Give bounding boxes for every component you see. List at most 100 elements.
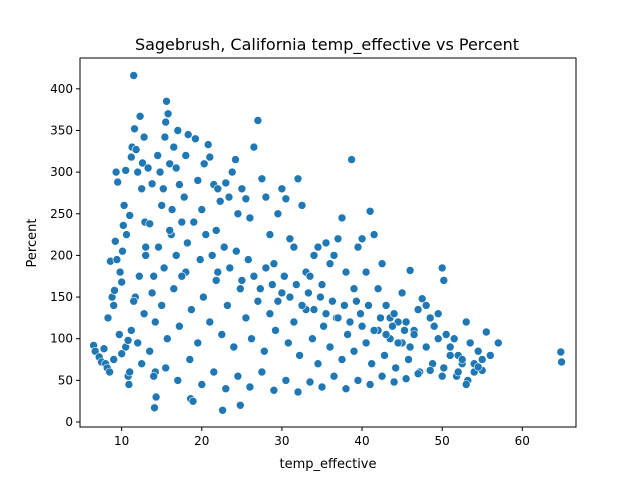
data-point [316,292,325,302]
data-point [257,174,267,184]
data-point [161,117,170,127]
data-point [193,338,203,348]
data-point [341,384,351,394]
data-point [449,334,459,344]
data-point [187,305,196,314]
data-point [173,376,183,385]
data-point [437,263,447,273]
data-point [439,363,449,373]
data-point [149,271,158,281]
data-point [145,346,154,356]
data-point [283,338,293,348]
data-point [115,330,124,339]
data-point [253,296,263,306]
data-point [429,321,439,331]
data-point [333,234,343,244]
data-point [130,124,139,134]
data-point [393,338,403,348]
data-point [357,234,367,244]
data-point [249,271,259,281]
data-point [153,151,162,160]
data-point [417,294,427,304]
data-point [115,267,125,277]
y-tick-label: 200 [50,248,73,262]
data-point [139,132,149,142]
data-point [361,267,371,277]
data-point [343,330,352,339]
data-point [160,132,170,142]
y-tick-label: 300 [50,165,73,179]
data-point [265,230,275,239]
y-tick-label: 350 [50,123,73,137]
data-point [356,309,365,319]
data-point [111,167,121,177]
data-point [352,296,361,306]
data-point [377,371,387,381]
data-point [441,330,451,339]
data-point [197,205,207,214]
data-point [493,338,503,348]
data-point [313,242,323,252]
data-point [127,152,136,162]
data-point [267,280,277,289]
y-axis-ticks: 0 50 100 150 200 250 300 350 400 [50,82,80,429]
data-point [377,259,387,269]
data-point [445,342,455,352]
data-point [233,371,243,381]
data-point [155,167,165,177]
data-point [293,387,303,397]
data-point [112,255,122,264]
plot-frame [79,57,577,428]
data-point [329,251,339,260]
y-tick-label: 400 [50,82,73,96]
data-point [133,338,142,348]
data-point [401,374,411,384]
y-axis-label: Percent [25,219,40,268]
data-point [273,209,283,219]
data-point [185,355,195,364]
data-point [349,346,359,356]
data-point [325,259,335,269]
data-point [319,321,328,331]
data-point [113,177,122,187]
data-point [325,342,335,352]
data-point [109,301,118,310]
chart-title: Sagebrush, California temp_effective vs … [135,35,519,55]
data-point [213,267,223,277]
data-point [345,317,355,327]
data-point [169,142,179,152]
data-point [281,376,291,385]
data-point [277,288,287,298]
data-point [353,376,363,385]
data-point [205,152,215,162]
data-point [293,174,303,184]
data-point [255,284,265,294]
data-point [224,192,234,202]
data-point [201,230,211,239]
data-point [125,211,134,220]
data-point [151,317,160,327]
data-point [119,201,129,210]
data-point [232,246,241,256]
data-point [361,338,371,348]
data-point [269,259,279,269]
data-point [139,309,149,319]
x-tick-label: 20 [194,434,209,448]
data-point [261,192,271,202]
data-point [357,321,367,331]
data-point [150,403,159,413]
data-point [165,226,174,235]
data-point [373,284,383,294]
data-point [121,166,130,175]
data-point [217,330,227,339]
data-point [236,400,245,410]
data-point [409,330,419,339]
data-point [225,263,235,273]
data-point [257,367,267,377]
data-point [162,97,171,106]
data-point [413,369,423,379]
data-point [189,217,199,227]
data-point [253,116,263,125]
data-point [199,159,209,169]
x-axis-label: temp_effective [279,457,376,472]
